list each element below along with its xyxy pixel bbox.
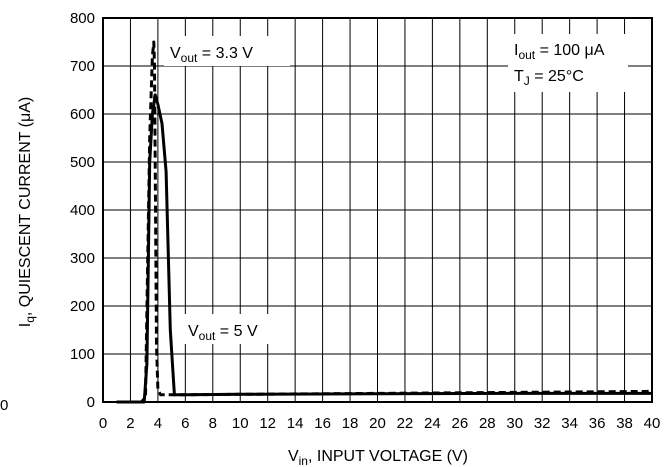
x-tick-label: 30: [506, 415, 523, 432]
x-tick-label: 22: [397, 415, 414, 432]
x-tick-label: 0: [99, 415, 107, 432]
x-tick-label: 10: [232, 415, 249, 432]
y-tick-label: 600: [70, 106, 95, 123]
y-tick-label: 500: [70, 154, 95, 171]
y-axis-title: Iq, QUIESCENT CURRENT (μA): [17, 97, 37, 327]
y-tick-label: 0: [87, 394, 95, 411]
x-tick-label: 24: [424, 415, 441, 432]
y-tick-label: 400: [70, 202, 95, 219]
x-tick-label: 28: [479, 415, 496, 432]
x-tick-label: 6: [181, 415, 189, 432]
y-tick-label: 800: [70, 10, 95, 27]
x-tick-label: 36: [589, 415, 606, 432]
x-tick-label: 34: [561, 415, 578, 432]
series-line-vout-3.3v: [116, 40, 653, 404]
y-tick-labels: 0 100 200 300 400 500 600 700 800: [70, 10, 95, 411]
y-tick-label: 200: [70, 298, 95, 315]
y-tick-label: 300: [70, 250, 95, 267]
x-tick-label: 32: [534, 415, 551, 432]
y-tick-label: 100: [70, 346, 95, 363]
x-tick-labels: 0 2 4 6 8 10 12 14 16 18 20 22 24 26 28 30 32 34 36 38 40: [99, 415, 661, 432]
x-tick-label: 40: [644, 415, 661, 432]
x-tick-label: 16: [314, 415, 331, 432]
annotation-tj: TJ = 25°C: [514, 68, 584, 88]
x-tick-label: 18: [342, 415, 359, 432]
annotation-bg-vout-5v: [182, 314, 286, 344]
annotation-iout: Iout = 100 μA: [514, 42, 605, 62]
annotation-bg-conditions: [508, 34, 628, 92]
x-axis-title: Vin, INPUT VOLTAGE (V): [288, 448, 468, 467]
x-tick-label: 12: [259, 415, 276, 432]
x-tick-label: 4: [154, 415, 162, 432]
plot-frame: [102, 17, 653, 403]
x-tick-label: 2: [126, 415, 134, 432]
x-tick-label: 38: [616, 415, 633, 432]
x-tick-label: 20: [369, 415, 386, 432]
annotation-vout-5v: Vout = 5 V: [188, 323, 258, 343]
series-group: [116, 40, 653, 404]
x-tick-label: 26: [452, 415, 469, 432]
y-tick-label: 700: [70, 58, 95, 75]
annotation-bg-vout-3v3: [164, 36, 290, 66]
stray-zero-label: 0: [0, 397, 8, 414]
x-tick-label: 14: [287, 415, 304, 432]
x-tick-label: 8: [209, 415, 217, 432]
annotation-vout-3v3: Vout = 3.3 V: [170, 45, 253, 65]
